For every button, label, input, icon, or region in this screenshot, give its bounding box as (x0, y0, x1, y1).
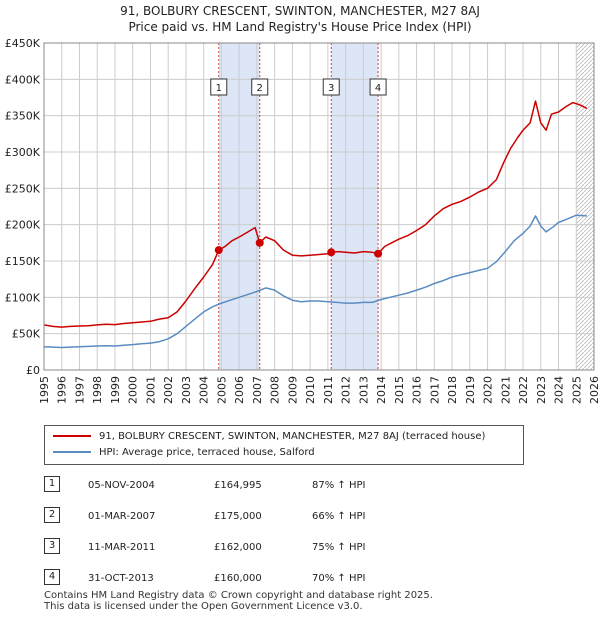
row-price: £175,000 (214, 511, 262, 522)
row-price: £162,000 (214, 542, 262, 553)
y-tick-label: £0 (26, 364, 40, 377)
x-tick-label: 2009 (286, 376, 299, 404)
plot-frame (43, 42, 595, 371)
legend-item-hpi: HPI: Average price, terraced house, Salf… (53, 446, 315, 460)
row-date: 11-MAR-2011 (88, 542, 156, 553)
legend-label-hpi: HPI: Average price, terraced house, Salf… (99, 447, 315, 458)
transaction-label: 2 (257, 83, 263, 94)
x-tick-label: 2023 (535, 376, 548, 404)
footer: Contains HM Land Registry data © Crown c… (44, 590, 433, 612)
y-tick-label: £400K (5, 73, 41, 86)
x-tick-label: 2013 (357, 376, 370, 404)
legend-label-property: 91, BOLBURY CRESCENT, SWINTON, MANCHESTE… (99, 431, 486, 442)
footer-licence: This data is licensed under the Open Gov… (44, 601, 363, 612)
legend-item-property: 91, BOLBURY CRESCENT, SWINTON, MANCHESTE… (53, 430, 485, 444)
footer-copyright: Contains HM Land Registry data © Crown c… (44, 590, 433, 601)
x-tick-label: 2018 (446, 376, 459, 404)
x-tick-label: 2021 (499, 376, 512, 404)
price-chart: 1 2 3 4 £0 £50K £100K £150K £200K £250K £300K £350… (5, 37, 600, 404)
transaction-point (255, 238, 264, 247)
transaction-label-box (369, 78, 387, 96)
x-tick-label: 2008 (269, 376, 282, 404)
x-tick-label: 2014 (375, 376, 388, 404)
y-tick-label: £250K (5, 182, 41, 195)
row-hpi: 70% ↑ HPI (312, 573, 366, 584)
forecast-hatch (576, 43, 594, 370)
transaction-point (214, 246, 223, 255)
legend: 91, BOLBURY CRESCENT, SWINTON, MANCHESTE… (44, 425, 524, 465)
y-tick-label: £300K (5, 146, 41, 159)
x-tick-label: 2006 (233, 376, 246, 404)
series-line-hpi (43, 214, 587, 349)
transaction-label: 4 (375, 83, 381, 94)
row-date: 31-OCT-2013 (88, 573, 154, 584)
transaction-point (327, 248, 336, 257)
transaction-label-box (210, 78, 228, 96)
legend-swatch-blue (53, 451, 91, 453)
x-tick-label: 2020 (482, 376, 495, 404)
shaded-period (331, 43, 379, 370)
table-row: 2 01-MAR-2007 £175,000 66% ↑ HPI (44, 507, 564, 527)
transaction-label: 1 (216, 83, 222, 94)
row-hpi: 87% ↑ HPI (312, 480, 366, 491)
row-number: 3 (44, 538, 60, 554)
y-tick-label: £150K (5, 255, 41, 268)
x-tick-label: 1999 (109, 376, 122, 404)
row-price: £160,000 (214, 573, 262, 584)
x-tick-label: 1995 (38, 376, 51, 404)
x-tick-label: 2003 (180, 376, 193, 404)
x-tick-label: 2005 (215, 376, 228, 404)
transaction-label-box (251, 78, 269, 96)
x-tick-label: 2010 (304, 376, 317, 404)
y-tick-label: £350K (5, 110, 41, 123)
x-tick-label: 2012 (340, 376, 353, 404)
transaction-label: 3 (328, 83, 334, 94)
x-tick-label: 1996 (56, 376, 69, 404)
table-row: 4 31-OCT-2013 £160,000 70% ↑ HPI (44, 569, 564, 589)
plot-background (44, 43, 594, 370)
x-tick-label: 2019 (464, 376, 477, 404)
x-tick-label: 2017 (428, 376, 441, 404)
row-hpi: 75% ↑ HPI (312, 542, 366, 553)
transaction-point (374, 249, 383, 258)
x-tick-label: 1998 (91, 376, 104, 404)
title-line-2: Price paid vs. HM Land Registry's House … (128, 20, 472, 34)
x-tick-label: 1997 (73, 376, 86, 404)
row-number: 4 (44, 569, 60, 585)
x-tick-label: 2007 (251, 376, 264, 404)
x-tick-label: 2015 (393, 376, 406, 404)
title-line-1: 91, BOLBURY CRESCENT, SWINTON, MANCHESTE… (120, 4, 480, 18)
x-tick-label: 2024 (553, 376, 566, 404)
x-tick-label: 2026 (588, 376, 600, 404)
table-row: 1 05-NOV-2004 £164,995 87% ↑ HPI (44, 476, 564, 496)
row-date: 05-NOV-2004 (88, 480, 155, 491)
row-hpi: 66% ↑ HPI (312, 511, 366, 522)
x-tick-label: 2002 (162, 376, 175, 404)
row-number: 1 (44, 476, 60, 492)
legend-swatch-red (53, 435, 91, 437)
row-date: 01-MAR-2007 (88, 511, 156, 522)
transaction-label-box (322, 78, 340, 96)
x-tick-label: 2011 (322, 376, 335, 404)
x-tick-label: 2025 (570, 376, 583, 404)
x-tick-label: 2022 (517, 376, 530, 404)
table-row: 3 11-MAR-2011 £162,000 75% ↑ HPI (44, 538, 564, 558)
x-tick-label: 2000 (127, 376, 140, 404)
y-tick-label: £450K (5, 37, 41, 50)
row-price: £164,995 (214, 480, 262, 491)
chart-title: 91, BOLBURY CRESCENT, SWINTON, MANCHESTE… (0, 3, 600, 35)
y-tick-label: £200K (5, 219, 41, 232)
x-tick-label: 2004 (198, 376, 211, 404)
x-tick-label: 2016 (411, 376, 424, 404)
row-number: 2 (44, 507, 60, 523)
y-tick-label: £50K (12, 328, 41, 341)
x-tick-label: 2001 (144, 376, 157, 404)
y-tick-label: £100K (5, 291, 41, 304)
